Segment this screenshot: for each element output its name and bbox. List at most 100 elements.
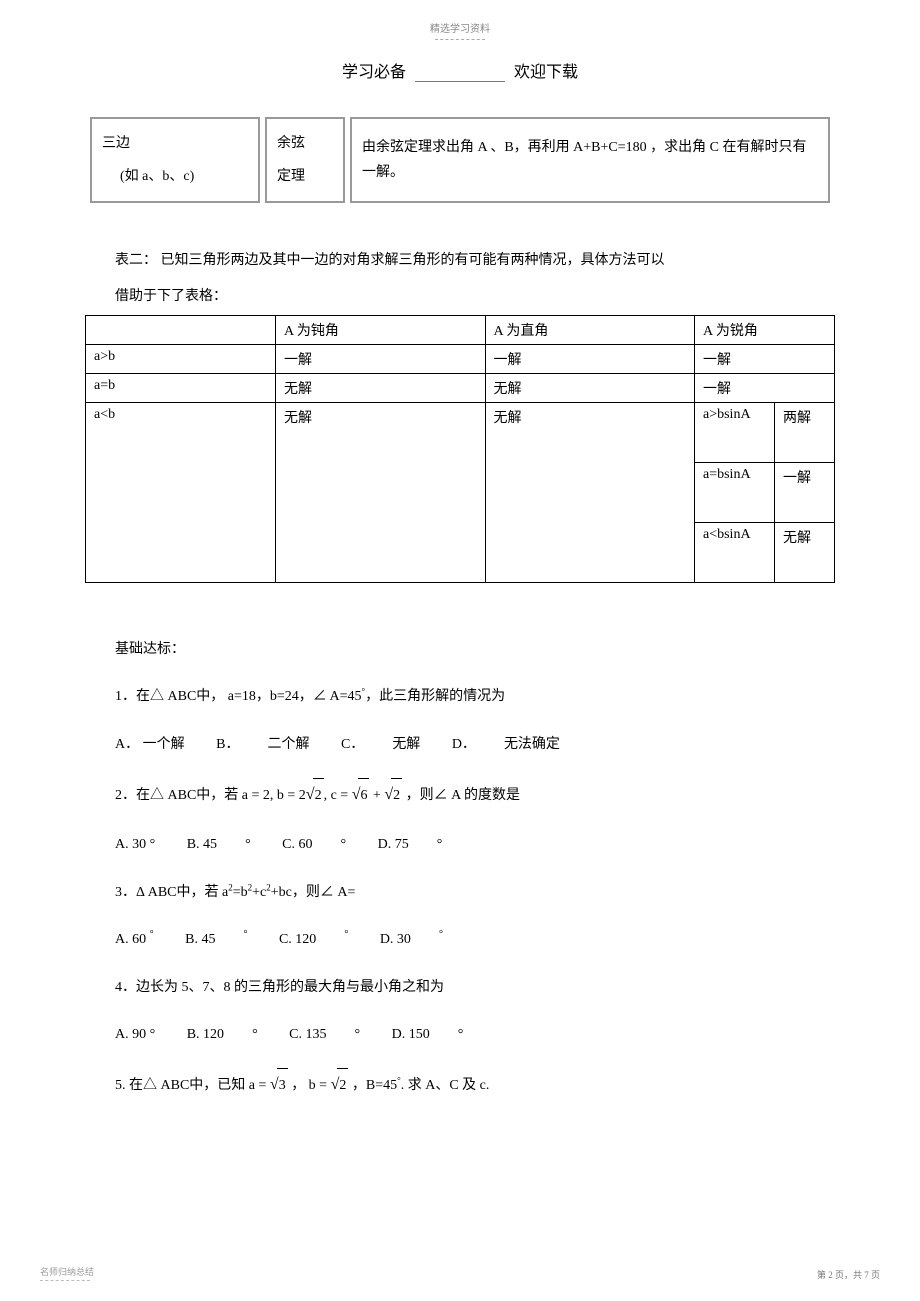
table2-subcell: 无解	[775, 522, 835, 582]
cell-line: 余弦	[277, 131, 333, 156]
text: +bc，则∠ A=	[271, 885, 356, 900]
table2-cell: a>b	[86, 344, 276, 373]
sqrt-icon: 2	[331, 1066, 349, 1104]
table2-cell: 一解	[276, 344, 486, 373]
question-1-options: A． 一个解 B． 二个解 C． 无解 D． 无法确定	[115, 728, 805, 762]
text: , c =	[324, 788, 352, 803]
degree: °	[252, 1027, 258, 1042]
table2-cell: a=b	[86, 373, 276, 402]
text: 3．Δ ABC中，若 a	[115, 885, 228, 900]
header-underline	[415, 81, 505, 82]
table2-header: A 为锐角	[695, 315, 835, 344]
option-d: D. 30	[380, 932, 411, 947]
top-header-underline	[435, 39, 485, 40]
table2-cell: 无解	[276, 402, 486, 582]
header-right: 欢迎下载	[514, 58, 578, 82]
table2-cell: 无解	[485, 402, 695, 582]
option-a: A. 90 °	[115, 1027, 155, 1042]
sqrt-icon: 2	[306, 776, 324, 814]
radicand: 2	[391, 778, 402, 813]
question-4-options: A. 90 ° B. 120° C. 135° D. 150°	[115, 1018, 805, 1052]
question-1-stem: 1．在△ ABC中， a=18，b=24，∠ A=45°，此三角形解的情况为	[115, 680, 805, 714]
option-d-text: 无法确定	[504, 737, 560, 752]
option-b: B. 45	[185, 932, 215, 947]
table2-cell: 无解	[485, 373, 695, 402]
table2-header: A 为钝角	[276, 315, 486, 344]
text: 5. 在△ ABC中，已知 a =	[115, 1078, 270, 1093]
question-3-stem: 3．Δ ABC中，若 a2=b2+c2+bc，则∠ A=	[115, 876, 805, 910]
question-5-stem: 5. 在△ ABC中，已知 a = 3 ， b = 2 ，B=45°. 求 A、…	[115, 1066, 805, 1104]
cell-line: (如 a、b、c)	[102, 164, 248, 189]
question-2-stem: 2．在△ ABC中，若 a = 2, b = 22, c = 6 + 2 ，则∠…	[115, 776, 805, 814]
degree-icon: °	[243, 923, 247, 947]
section-title: 基础达标：	[115, 633, 805, 667]
footer-left-text: 名师归纳总结	[40, 1267, 94, 1277]
table2-cell: 无解	[276, 373, 486, 402]
intro-line2: 借助于下了表格：	[115, 284, 805, 309]
text: ， b =	[288, 1078, 331, 1093]
degree: °	[437, 837, 443, 852]
option-c: C. 60	[282, 837, 312, 852]
option-d: D．	[452, 737, 476, 752]
table1-cell-description: 由余弦定理求出角 A 、B，再利用 A+B+C=180 ，求出角 C 在有解时只…	[350, 117, 830, 203]
radicand: 3	[277, 1068, 288, 1103]
intro-line1: 表二： 已知三角形两边及其中一边的对角求解三角形的有可能有两种情况，具体方法可以	[115, 248, 805, 273]
degree-icon: °	[439, 923, 443, 947]
footer-dash	[40, 1280, 90, 1281]
table2-subcell: a=bsinA	[695, 462, 775, 522]
top-header: 精选学习资料	[85, 20, 835, 35]
option-c: C. 120	[279, 932, 316, 947]
solution-cases-table: A 为钝角 A 为直角 A 为锐角 a>b 一解 一解 一解 a=b 无解 无解…	[85, 315, 835, 583]
option-b-text: 二个解	[267, 737, 309, 752]
page-header: 学习必备 欢迎下载	[85, 58, 835, 82]
table2-cell: 一解	[695, 373, 835, 402]
radicand: 2	[337, 1068, 348, 1103]
text: =b	[233, 885, 248, 900]
radicand: 6	[358, 778, 369, 813]
table1-cell-theorem: 余弦 定理	[265, 117, 345, 203]
degree: °	[245, 837, 251, 852]
table2-subcell: 一解	[775, 462, 835, 522]
table2-header: A 为直角	[485, 315, 695, 344]
table2-cell: a<b	[86, 402, 276, 582]
degree: °	[458, 1027, 464, 1042]
cell-line: 定理	[277, 164, 333, 189]
text: 2．在△ ABC中，若 a = 2, b = 2	[115, 788, 306, 803]
text: ，此三角形解的情况为	[365, 689, 505, 704]
table1-cell-condition: 三边 (如 a、b、c)	[90, 117, 260, 203]
option-b: B．	[216, 737, 239, 752]
radicand: 2	[313, 778, 324, 813]
theorem-table: 三边 (如 a、b、c) 余弦 定理 由余弦定理求出角 A 、B，再利用 A+B…	[85, 112, 835, 208]
footer-left: 名师归纳总结	[40, 1265, 94, 1281]
degree-icon: °	[344, 923, 348, 947]
sqrt-icon: 6	[352, 776, 370, 814]
text: ，B=45	[348, 1078, 397, 1093]
sqrt-icon: 2	[384, 776, 402, 814]
cell-line: 三边	[102, 131, 248, 156]
header-left: 学习必备	[342, 58, 406, 82]
option-c: C. 135	[289, 1027, 326, 1042]
degree-icon: °	[150, 923, 154, 947]
table2-header-blank	[86, 315, 276, 344]
option-c-text: 无解	[392, 737, 420, 752]
question-2-options: A. 30 ° B. 45 ° C. 60 ° D. 75 °	[115, 828, 805, 862]
question-4-stem: 4．边长为 5、7、8 的三角形的最大角与最小角之和为	[115, 971, 805, 1005]
option-b: B. 45	[187, 837, 217, 852]
option-d: D. 75	[378, 837, 409, 852]
text: . 求 A、C 及 c.	[401, 1078, 490, 1093]
option-d: D. 150	[392, 1027, 430, 1042]
text: 1．在△ ABC中， a=18，b=24，∠ A=45	[115, 689, 362, 704]
table2-subcell: 两解	[775, 402, 835, 462]
option-a: A. 60	[115, 932, 150, 947]
degree: °	[341, 837, 347, 852]
questions-section: 基础达标： 1．在△ ABC中， a=18，b=24，∠ A=45°，此三角形解…	[115, 633, 805, 1105]
text: +	[369, 788, 384, 803]
table2-cell: 一解	[695, 344, 835, 373]
option-a: A． 一个解	[115, 737, 185, 752]
table2-cell: 一解	[485, 344, 695, 373]
option-a: A. 30 °	[115, 837, 155, 852]
option-c: C．	[341, 737, 364, 752]
question-3-options: A. 60 ° B. 45 ° C. 120 ° D. 30 °	[115, 923, 805, 957]
footer-right: 第 2 页，共 7 页	[817, 1268, 880, 1281]
text: +c	[252, 885, 266, 900]
